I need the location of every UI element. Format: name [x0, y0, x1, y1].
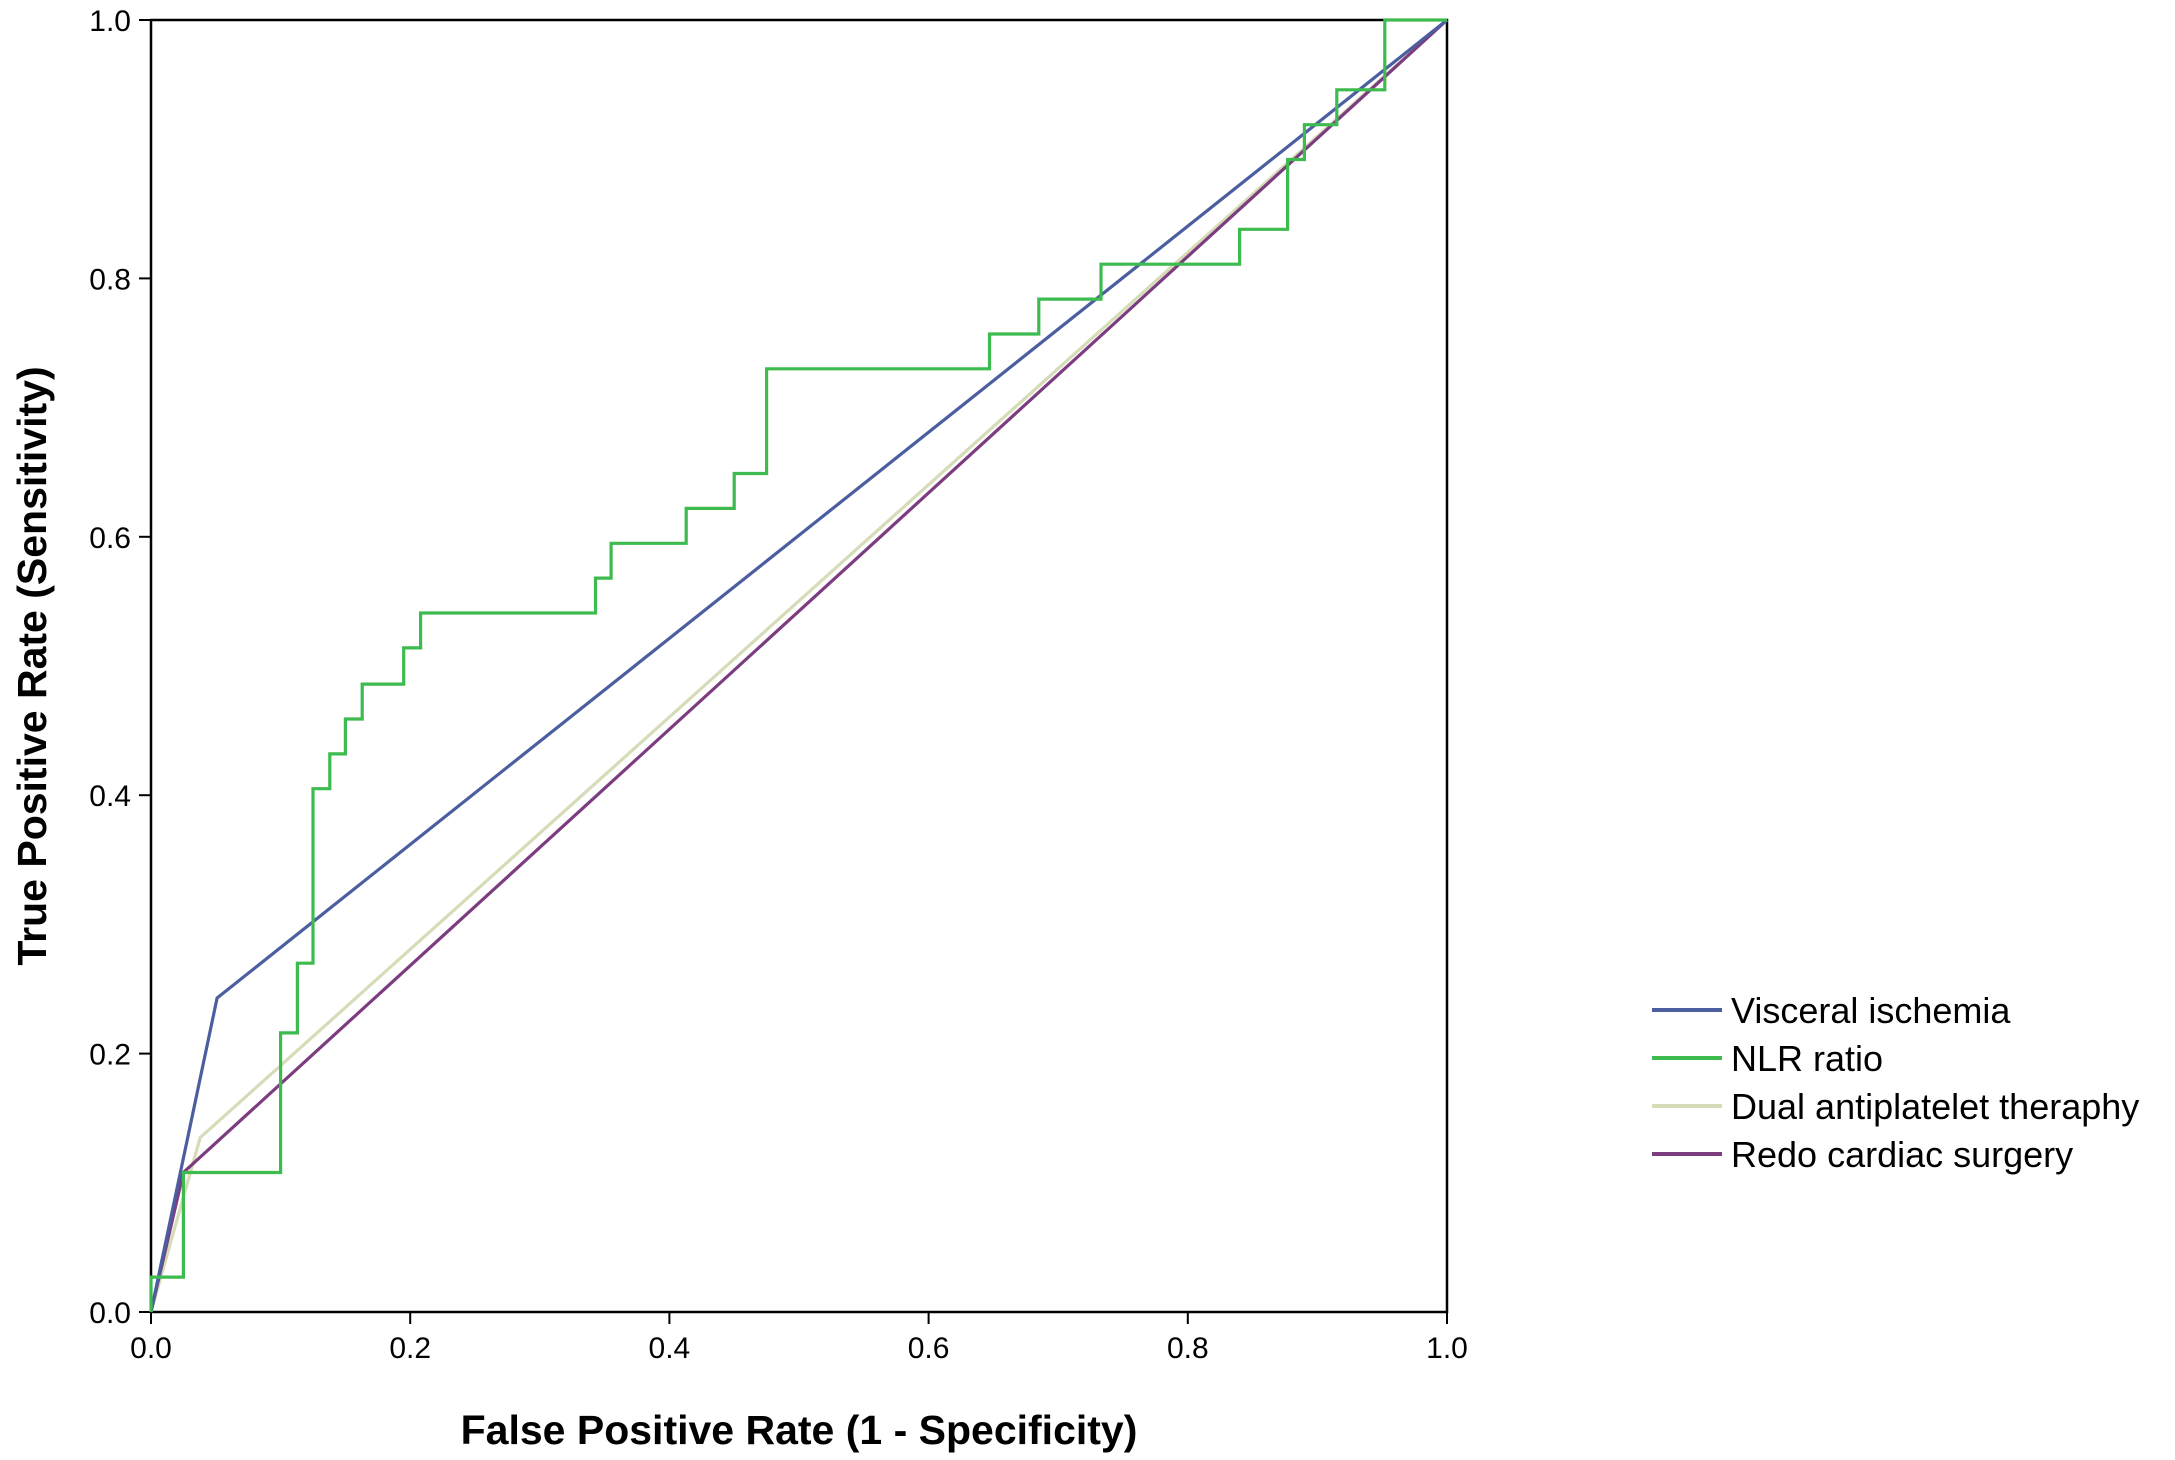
x-tick-label: 0.2: [389, 1332, 431, 1365]
x-tick-label: 0.6: [908, 1332, 950, 1365]
series-line-dual-antiplatelet-theraphy: [149, 18, 1449, 1313]
y-axis-title: True Positive Rate (Sensitivity): [9, 366, 55, 965]
legend-label: Redo cardiac surgery: [1731, 1134, 2073, 1175]
y-tick-label: 1.0: [89, 5, 131, 38]
y-tick-label: 0.0: [89, 1297, 131, 1330]
y-axis-ticks: 0.0 0.2 0.4 0.6 0.8 1.0: [89, 5, 151, 1330]
x-tick-label: 1.0: [1426, 1332, 1468, 1365]
plot-frame: [149, 18, 1449, 1314]
y-tick-label: 0.8: [89, 263, 131, 296]
series-line-nlr-ratio: [149, 18, 1447, 1312]
y-tick-label: 0.4: [89, 780, 131, 813]
x-tick-label: 0.8: [1167, 1332, 1209, 1365]
series-lines: [149, 18, 1449, 1313]
legend-label: Dual antiplatelet theraphy: [1731, 1086, 2139, 1127]
legend: Visceral ischemia NLR ratio Dual antiplate…: [1652, 990, 2139, 1175]
y-tick-label: 0.6: [89, 522, 131, 555]
x-axis-title: False Positive Rate (1 - Specificity): [461, 1407, 1138, 1453]
x-axis-ticks: 0.0 0.2 0.4 0.6 0.8 1.0: [130, 1312, 1468, 1365]
legend-label: Visceral ischemia: [1731, 990, 2011, 1031]
y-tick-label: 0.2: [89, 1039, 131, 1072]
legend-label: NLR ratio: [1731, 1038, 1883, 1079]
x-tick-label: 0.4: [649, 1332, 691, 1365]
series-line-visceral-ischemia: [149, 18, 1448, 1313]
x-tick-label: 0.0: [130, 1332, 172, 1365]
